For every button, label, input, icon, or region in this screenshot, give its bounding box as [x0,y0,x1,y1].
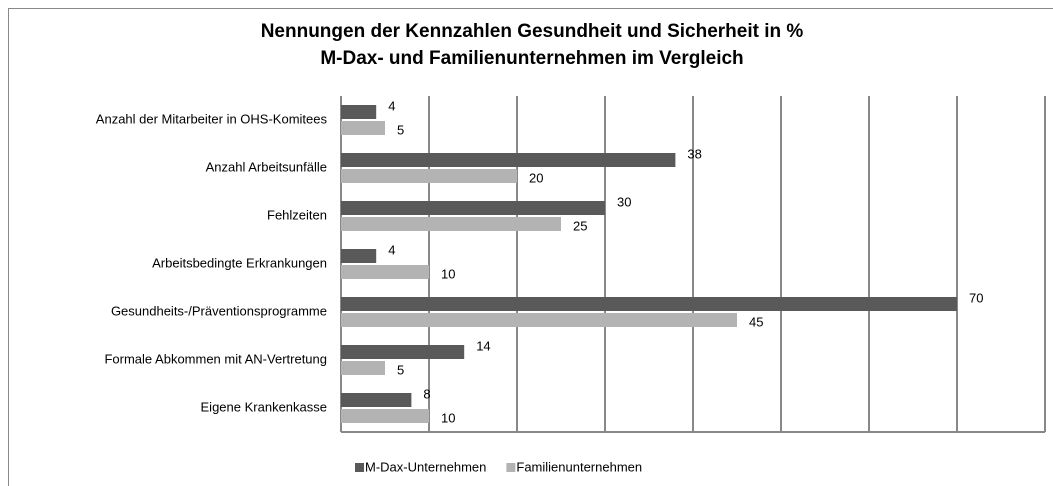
y-tick-label: Formale Abkommen mit AN-Vertretung [104,351,327,366]
data-label: 4 [388,242,395,257]
data-label: 14 [476,338,490,353]
bar [341,409,429,423]
data-label: 38 [687,146,701,161]
data-label: 5 [397,122,404,137]
bar [341,201,605,215]
bar [341,105,377,119]
chart-subtitle: M-Dax- und Familienunternehmen im Vergle… [320,48,743,69]
bar [341,393,412,407]
data-label: 8 [423,386,430,401]
data-label: 20 [529,170,543,185]
data-label: 25 [573,218,587,233]
y-tick-label: Arbeitsbedingte Erkrankungen [152,255,327,270]
data-label: 5 [397,362,404,377]
bar [341,217,561,231]
legend-label: Familienunternehmen [516,459,642,474]
data-label: 70 [969,290,983,305]
legend-swatch [506,463,516,472]
chart-border [8,8,1053,486]
y-tick-label: Fehlzeiten [267,207,327,222]
bar [341,297,957,311]
data-label: 4 [388,98,395,113]
data-label: 45 [749,314,763,329]
y-tick-label: Eigene Krankenkasse [201,399,327,414]
bar [341,153,676,167]
bar [341,361,385,375]
bar [341,249,377,263]
bar [341,313,737,327]
bar [341,169,517,183]
bar [341,265,429,279]
legend-swatch [355,463,364,472]
data-label: 10 [441,410,455,425]
y-tick-label: Anzahl der Mitarbeiter in OHS-Komitees [96,111,328,126]
data-label: 10 [441,266,455,281]
bar [341,345,465,359]
y-tick-label: Anzahl Arbeitsunfälle [206,159,327,174]
data-label: 30 [617,194,631,209]
chart-title: Nennungen der Kennzahlen Gesundheit und … [261,21,804,42]
legend-label: M-Dax-Unternehmen [365,459,486,474]
bar [341,121,385,135]
y-tick-label: Gesundheits-/Präventionsprogramme [111,303,327,318]
